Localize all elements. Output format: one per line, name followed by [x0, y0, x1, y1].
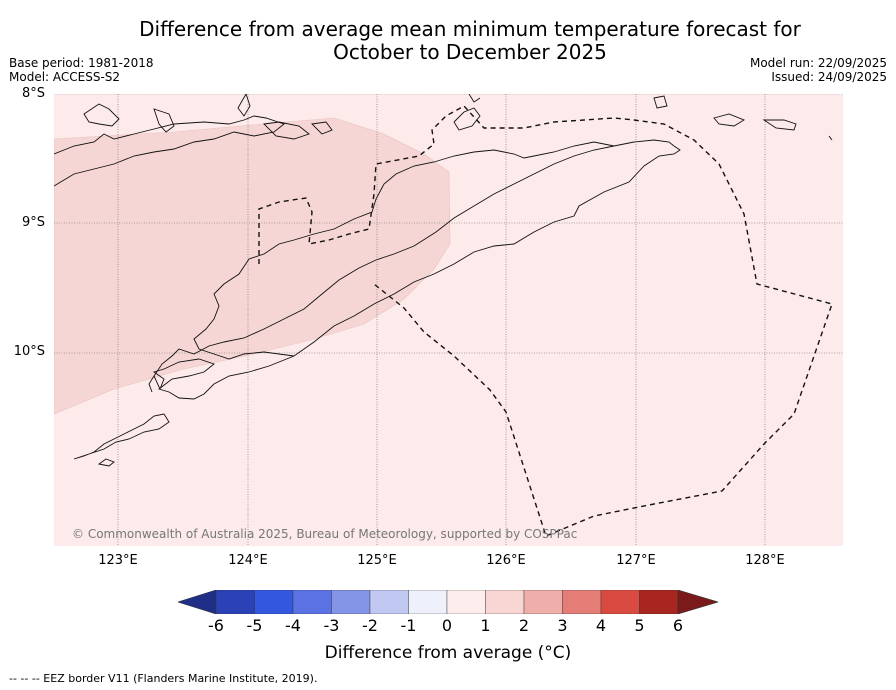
colorbar-tick-label: -3: [323, 616, 340, 635]
colorbar-extend-low: [178, 590, 217, 614]
colorbar-tick-label: -4: [285, 616, 301, 635]
meta-left: Base period: 1981-2018 Model: ACCESS-S2: [9, 56, 154, 84]
colorbar-segment: [292, 590, 332, 614]
issued-date: Issued: 24/09/2025: [771, 70, 887, 84]
gridlines: [54, 94, 843, 546]
colorbar-label: Difference from average (°C): [324, 643, 572, 663]
colorbar-tick-label: -1: [400, 616, 417, 635]
eez-footer-note: -- -- -- EEZ border V11 (Flanders Marine…: [9, 672, 318, 685]
title-line-2: October to December 2025: [333, 40, 607, 64]
colorbar-segment: [639, 590, 679, 614]
map-panel: [54, 94, 843, 546]
eez-border: [258, 105, 833, 537]
colorbar-tick-label: 1: [480, 616, 491, 635]
lon-label-125e: 125°E: [357, 553, 397, 568]
lon-label-127e: 127°E: [616, 553, 656, 568]
model-run: Model run: 22/09/2025: [749, 56, 887, 70]
base-period: Base period: 1981-2018: [9, 56, 154, 70]
colorbar-segment: [485, 590, 525, 614]
colorbar-extend-high: [677, 590, 718, 614]
colorbar-segment: [562, 590, 602, 614]
lon-label-126e: 126°E: [486, 553, 526, 568]
lat-label-8s: 8°S: [21, 86, 45, 101]
colorbar-segment: [600, 590, 640, 614]
lon-label-123e: 123°E: [98, 553, 138, 568]
colorbar-tick-label: 2: [518, 616, 530, 635]
model-name: Model: ACCESS-S2: [9, 70, 121, 84]
colorbar-segment: [254, 590, 294, 614]
lon-label-128e: 128°E: [745, 553, 785, 568]
colorbar-tick-label: -6: [208, 616, 224, 635]
colorbar-segment: [523, 590, 563, 614]
colorbar-tick-label: 5: [634, 616, 645, 635]
anomaly-region-1-to-2: [54, 117, 451, 415]
colorbar-segment: [369, 590, 409, 614]
colorbar-segment: [408, 590, 448, 614]
colorbar-tick-label: 6: [672, 616, 684, 635]
map-title: Difference from average mean minimum tem…: [110, 18, 830, 64]
lat-label-10s: 10°S: [13, 344, 45, 359]
colorbar-tick-label: 0: [441, 616, 453, 635]
colorbar-tick-label: 3: [557, 616, 568, 635]
title-line-1: Difference from average mean minimum tem…: [139, 17, 801, 41]
lon-label-124e: 124°E: [228, 553, 268, 568]
meta-right: Model run: 22/09/2025 Issued: 24/09/2025: [750, 56, 887, 84]
lat-label-9s: 9°S: [21, 215, 45, 230]
colorbar-segment: [331, 590, 371, 614]
colorbar-segment: [215, 590, 255, 614]
colorbar-segment: [446, 590, 486, 614]
colorbar-tick-label: 4: [595, 616, 607, 635]
copyright-notice: © Commonwealth of Australia 2025, Bureau…: [72, 527, 578, 541]
coastlines: [54, 94, 833, 467]
colorbar-tick-label: -5: [246, 616, 263, 635]
colorbar-tick-label: -2: [362, 616, 378, 635]
colorbar: [178, 590, 718, 614]
